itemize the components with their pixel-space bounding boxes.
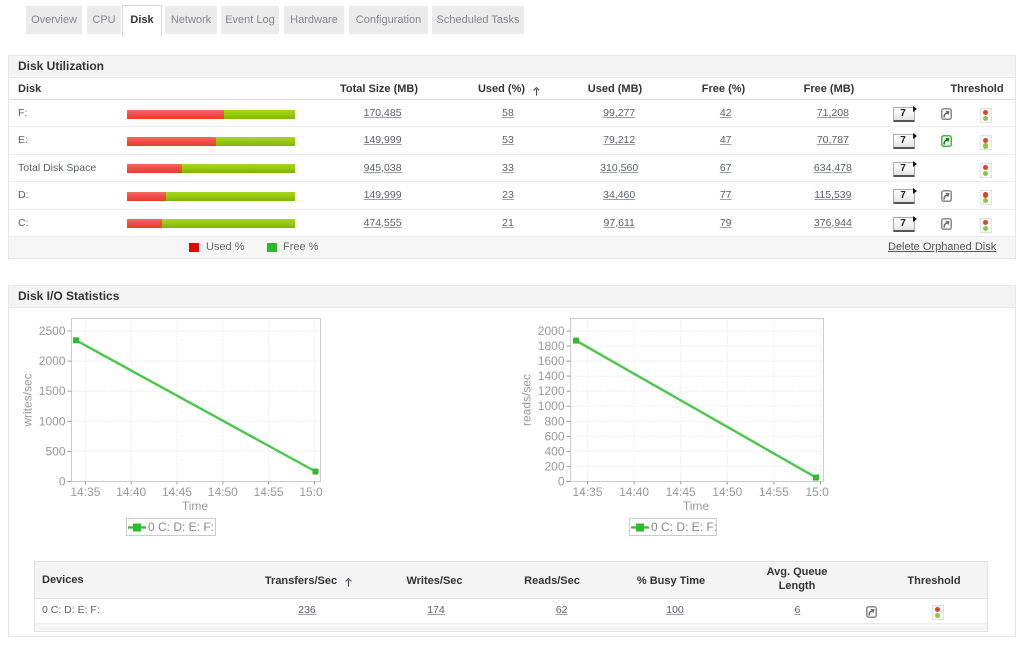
svg-text:1200: 1200 <box>538 384 565 398</box>
svg-text:reads/sec: reads/sec <box>520 374 534 426</box>
svg-text:800: 800 <box>544 414 564 428</box>
svg-text:0: 0 <box>558 475 565 489</box>
svg-text:14:55: 14:55 <box>759 485 789 499</box>
svg-text:1500: 1500 <box>39 384 66 398</box>
svg-text:Time: Time <box>182 499 209 513</box>
svg-text:600: 600 <box>544 429 564 443</box>
svg-text:1000: 1000 <box>538 399 565 413</box>
svg-text:14:45: 14:45 <box>162 485 192 499</box>
svg-text:14:40: 14:40 <box>116 485 146 499</box>
svg-text:1600: 1600 <box>538 354 565 368</box>
svg-text:15:00: 15:00 <box>805 485 829 499</box>
svg-text:1400: 1400 <box>538 369 565 383</box>
svg-text:200: 200 <box>544 459 564 473</box>
svg-text:14:50: 14:50 <box>712 485 742 499</box>
svg-text:15:00: 15:00 <box>299 485 323 499</box>
svg-text:500: 500 <box>45 444 65 458</box>
svg-text:2000: 2000 <box>39 354 66 368</box>
svg-text:writes/sec: writes/sec <box>21 373 35 427</box>
svg-text:14:55: 14:55 <box>254 485 284 499</box>
svg-text:14:50: 14:50 <box>208 485 238 499</box>
svg-text:2500: 2500 <box>39 324 66 338</box>
svg-text:14:45: 14:45 <box>666 485 696 499</box>
svg-text:Time: Time <box>683 499 710 513</box>
svg-text:1000: 1000 <box>39 414 66 428</box>
svg-text:2000: 2000 <box>538 324 565 338</box>
svg-text:14:35: 14:35 <box>70 485 100 499</box>
svg-text:14:35: 14:35 <box>572 485 602 499</box>
svg-text:1800: 1800 <box>538 339 565 353</box>
svg-text:0: 0 <box>59 475 66 489</box>
svg-text:14:40: 14:40 <box>619 485 649 499</box>
svg-text:400: 400 <box>544 444 564 458</box>
